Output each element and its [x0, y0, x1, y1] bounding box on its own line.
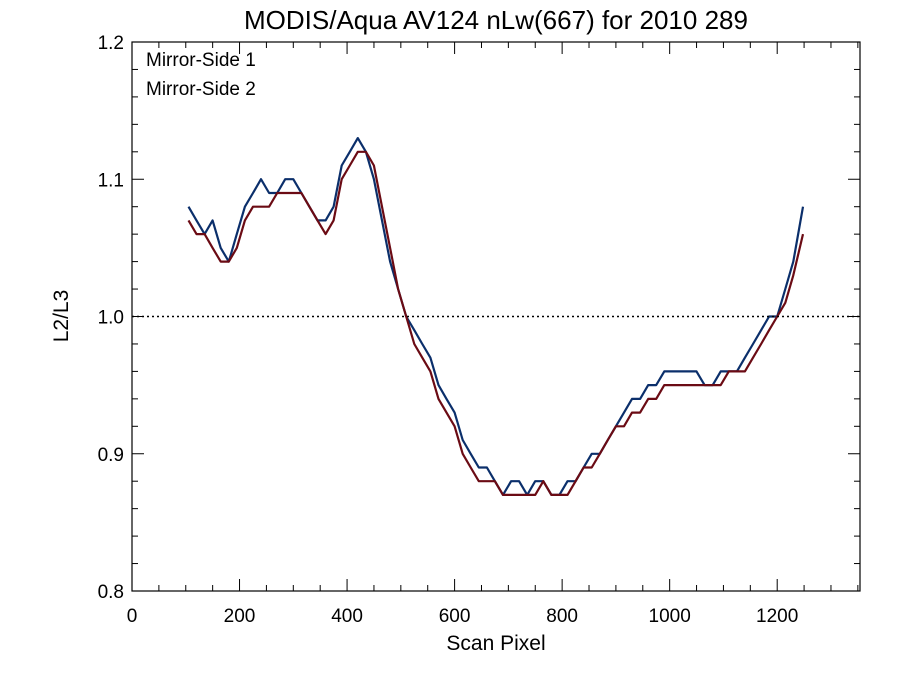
- x-tick-label: 1000: [649, 606, 691, 627]
- y-tick-label: 0.9: [98, 445, 124, 466]
- y-tick-label: 1.1: [98, 170, 124, 191]
- y-tick-label: 1.0: [98, 308, 124, 329]
- legend-entry-mirror-side-2: Mirror-Side 2: [146, 79, 256, 100]
- x-tick-label: 1200: [756, 606, 798, 627]
- series-line-mirror-side-1: [187, 137, 805, 496]
- y-tick-label: 1.2: [98, 33, 124, 54]
- y-axis-label: L2/L3: [50, 290, 73, 343]
- x-tick-label: 0: [127, 606, 138, 627]
- x-tick-label: 800: [546, 606, 578, 627]
- chart-title: MODIS/Aqua AV124 nLw(667) for 2010 289: [244, 5, 748, 35]
- legend: Mirror-Side 1 Mirror-Side 2: [146, 50, 256, 100]
- series-lines: [187, 137, 805, 496]
- legend-entry-mirror-side-1: Mirror-Side 1: [146, 50, 256, 71]
- x-tick-label: 400: [331, 606, 363, 627]
- x-axis-label: Scan Pixel: [446, 632, 545, 655]
- x-tick-label: 600: [439, 606, 471, 627]
- y-tick-label: 0.8: [98, 582, 124, 603]
- axis-ticks: [131, 41, 860, 592]
- tick-labels: 0 200 400 600 800 1000 1200 0.8 0.9 1.0 1.1 1.2: [98, 33, 799, 627]
- plot-frame: [131, 41, 861, 592]
- series-line-mirror-side-2: [187, 150, 805, 496]
- x-tick-label: 200: [224, 606, 256, 627]
